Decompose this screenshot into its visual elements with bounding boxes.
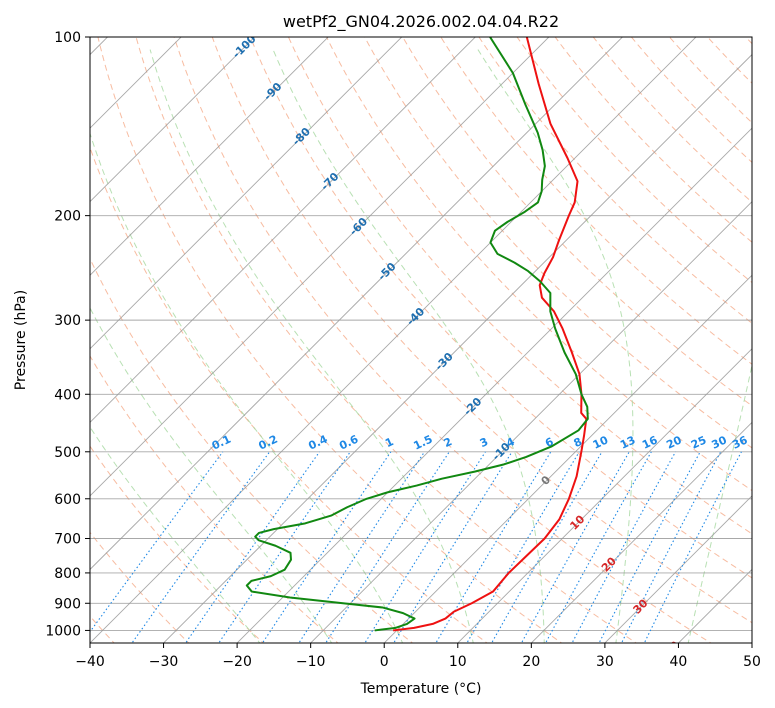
plot-area: -100-90-80-70-60-50-40-30-20-10010203040… [90,37,752,658]
y-tick-label: 400 [54,387,81,403]
isotherms [90,37,752,643]
temperature-profile [392,37,588,632]
mixing-ratio-label: 13 [618,433,637,451]
isotherm-line [90,37,256,203]
mixing-ratio-label: 16 [640,433,660,451]
dry-adiabat-line [90,355,339,643]
dry-adiabat-line [478,37,752,324]
mixing-ratio-line [643,451,742,643]
dry-adiabat-line [90,146,488,643]
y-tick-label: 100 [54,30,81,46]
mixing-ratio-line [466,451,580,643]
dry-adiabat-line [173,37,712,643]
y-tick-label: 600 [54,492,81,508]
plot-frame [89,36,753,644]
x-tick-label: 30 [596,654,614,670]
pressure-gridlines [90,37,752,631]
sounding-profiles [245,37,589,632]
mixing-ratio-label: 25 [689,433,708,451]
isotherm-line [604,495,752,643]
x-tick-label: −40 [75,654,105,670]
dry-adiabat-line [364,37,752,449]
x-tick-label: 0 [380,654,389,670]
isotherm-label: 40 [662,638,682,658]
mixing-ratio-line [491,451,603,643]
dry-adiabat-line [440,37,752,365]
isotherm-line [383,274,752,643]
x-axis-label: Temperature (°C) [360,681,482,697]
x-tick-label: −10 [296,654,326,670]
y-tick-label: 300 [54,313,81,329]
mixing-ratio-line [598,451,701,643]
dry-adiabat-line [249,37,752,579]
x-tick-label: 50 [743,654,761,670]
isotherm-line [90,37,550,497]
isotherm-line [90,37,403,350]
mixing-ratio-line [90,451,224,633]
dry-adiabat-line [630,37,752,164]
y-axis: 100 200 300 400 500 600 700 800 900 1000 [45,30,90,639]
y-tick-label: 1000 [45,623,81,639]
isotherm-line [90,37,182,129]
dewpoint-profile [245,37,589,632]
y-tick-label: 500 [54,445,81,461]
mixing-ratio-line [393,451,513,643]
x-tick-label: 10 [449,654,467,670]
mixing-ratio-line [520,451,630,643]
dry-adiabat-line [592,37,752,203]
isotherm-line [90,37,329,276]
dry-adiabats [90,37,752,643]
dry-adiabat-line [287,37,752,535]
y-tick-label: 800 [54,566,81,582]
isotherm-line [530,421,752,643]
dry-adiabat-line [402,37,752,407]
isotherm-line [90,37,476,423]
isotherm-line [90,37,697,643]
mixing-ratio-labels: 0.1 0.2 0.4 0.6 1 1.5 2 3 4 6 8 10 13 16 20 25 30 36 [210,432,750,452]
mixing-ratio-line [261,451,392,643]
dry-adiabat-line [97,37,563,643]
y-tick-label: 200 [54,209,81,225]
mixing-ratio-line [544,451,652,643]
mixing-ratio-label: 36 [730,433,750,451]
chart-title: wetPf2_GN04.2026.002.04.04.R22 [283,12,559,32]
mixing-ratio-line [620,451,722,643]
x-tick-label: −20 [222,654,252,670]
x-tick-label: 20 [522,654,540,670]
isotherm-line [457,348,752,643]
moist-adiabat-line [90,131,404,643]
y-tick-label: 700 [54,532,81,548]
x-axis: −40 −30 −20 −10 0 10 20 30 40 50 [75,643,761,670]
y-tick-label: 900 [54,596,81,612]
isotherm-line [90,37,624,571]
dry-adiabat-line [90,445,265,643]
mixing-ratio-label: 30 [710,433,730,451]
y-axis-label: Pressure (hPa) [13,290,29,390]
mixing-ratio-label: 10 [591,433,611,451]
dry-adiabat-line [90,257,414,643]
mixing-ratio-line [298,451,426,643]
mixing-ratio-line [571,451,677,643]
isotherm-line [236,127,752,643]
isotherm-line [310,201,752,643]
dry-adiabat-line [135,37,638,643]
mixing-ratio-label: 20 [664,433,684,451]
x-tick-label: −30 [149,654,179,670]
mixing-ratio-line [184,451,320,643]
x-tick-label: 40 [670,654,688,670]
dry-adiabat-line [211,37,752,624]
